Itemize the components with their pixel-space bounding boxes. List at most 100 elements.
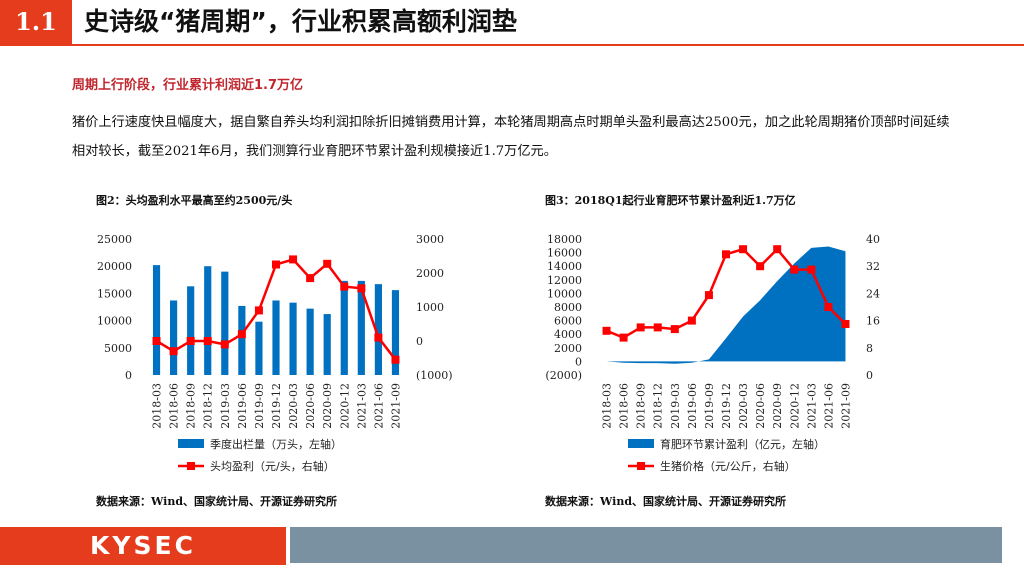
left-tick-label: 14000	[547, 260, 582, 273]
category-label: 2018-09	[185, 383, 198, 429]
line-marker	[289, 255, 298, 264]
category-label: 2020-09	[321, 383, 334, 429]
legend-label: 育肥环节累计盈利（亿元，左轴）	[660, 437, 825, 451]
figure3-chart: (2000)0200040006000800010000120001400016…	[545, 233, 880, 473]
figure3-source: 数据来源：Wind、国家统计局、开源证券研究所	[545, 495, 787, 508]
left-tick-label: 6000	[554, 315, 582, 328]
category-label: 2020-03	[287, 383, 300, 429]
page-title: 史诗级“猪周期”，行业积累高额利润垫	[84, 7, 517, 36]
line-marker	[824, 303, 833, 311]
category-label: 2018-06	[168, 383, 181, 429]
line-marker	[636, 323, 645, 332]
left-tick-label: 10000	[97, 315, 132, 328]
title-divider	[0, 44, 1024, 46]
left-tick-label: 16000	[547, 247, 582, 260]
category-label: 2020-03	[737, 383, 750, 429]
left-tick-label: 12000	[547, 274, 582, 287]
right-tick-label: 8	[866, 342, 873, 355]
category-label: 2019-12	[720, 383, 733, 429]
bar	[357, 280, 365, 375]
figure2-chart: 0 5000 10000 15000 20000 25000 (1000) 0 1000 2000…	[97, 233, 453, 473]
category-label: 2018-03	[151, 383, 164, 429]
line-marker	[722, 250, 730, 259]
left-tick-label: 8000	[554, 301, 582, 314]
right-tick-label: 0	[416, 335, 423, 348]
category-label: 2018-09	[635, 383, 648, 429]
bar	[272, 300, 280, 375]
legend-marker	[187, 462, 195, 470]
bar	[152, 265, 161, 375]
right-tick-label: 3000	[416, 233, 444, 246]
left-tick-label: 20000	[97, 260, 132, 273]
category-label: 2021-06	[372, 383, 385, 429]
line-marker	[619, 333, 628, 342]
bar	[306, 308, 314, 375]
legend-marker	[637, 462, 645, 470]
right-tick-label: 1000	[416, 301, 444, 314]
left-tick-label: 10000	[547, 287, 582, 300]
bar	[323, 314, 331, 375]
left-tick-label: 18000	[547, 233, 582, 246]
bar	[374, 284, 382, 375]
line-marker	[391, 355, 400, 364]
category-label: 2020-09	[771, 383, 784, 429]
category-label: 2020-12	[788, 383, 801, 429]
left-tick-label: 5000	[104, 342, 132, 355]
left-tick-label: 0	[125, 369, 132, 382]
title-bar: 1.1 史诗级“猪周期”，行业积累高额利润垫	[0, 0, 1024, 46]
left-tick-label: (2000)	[545, 369, 582, 382]
left-tick-label: 2000	[554, 342, 582, 355]
line-marker	[653, 323, 662, 332]
kysec-logo: KYSEC	[90, 531, 196, 560]
right-tick-label: 2000	[416, 267, 444, 280]
right-tick-label: 0	[866, 369, 873, 382]
category-label: 2018-06	[618, 383, 631, 429]
line-marker	[687, 316, 696, 325]
category-label: 2019-12	[270, 383, 283, 429]
legend-label: 季度出栏量（万头，左轴）	[210, 437, 342, 451]
category-label: 2019-06	[236, 383, 249, 429]
footer-bar	[290, 527, 1002, 563]
line-marker	[306, 274, 315, 283]
bar	[221, 271, 229, 375]
category-label: 2020-06	[304, 383, 317, 429]
category-label: 2020-12	[338, 383, 351, 429]
bar	[187, 286, 195, 375]
section-number: 1.1	[0, 0, 72, 44]
bar	[170, 300, 178, 375]
bar	[289, 302, 297, 375]
line-marker	[220, 340, 229, 349]
line-marker	[323, 259, 332, 268]
category-label: 2021-06	[822, 383, 835, 429]
category-label: 2019-03	[219, 383, 232, 429]
line-marker	[739, 245, 748, 254]
right-tick-label: 24	[866, 287, 880, 300]
line-marker	[756, 262, 765, 271]
legend-swatch-bar	[178, 439, 204, 448]
line-marker	[602, 326, 611, 335]
category-label: 2021-03	[355, 383, 368, 429]
category-label: 2021-09	[389, 383, 402, 429]
category-label: 2018-12	[652, 383, 665, 429]
category-label: 2021-03	[805, 383, 818, 429]
right-tick-label: 32	[866, 260, 880, 273]
line-marker	[169, 347, 178, 356]
bar	[255, 321, 263, 375]
bar	[391, 290, 400, 375]
line-marker	[340, 282, 349, 291]
line-marker	[841, 320, 850, 328]
footer-logo-box: KYSEC	[0, 527, 286, 565]
category-label: 2020-06	[754, 383, 767, 429]
line-marker	[357, 284, 366, 293]
line-marker	[272, 260, 280, 269]
right-tick-label: 16	[866, 315, 880, 328]
category-label: 2021-09	[839, 383, 852, 429]
category-label: 2019-03	[669, 383, 682, 429]
left-tick-label: 0	[575, 355, 582, 368]
left-tick-label: 15000	[97, 287, 132, 300]
right-tick-label: 40	[866, 233, 880, 246]
category-label: 2019-06	[686, 383, 699, 429]
right-tick-label: (1000)	[416, 369, 453, 382]
legend-swatch-area	[628, 439, 654, 448]
category-label: 2018-12	[202, 383, 215, 429]
